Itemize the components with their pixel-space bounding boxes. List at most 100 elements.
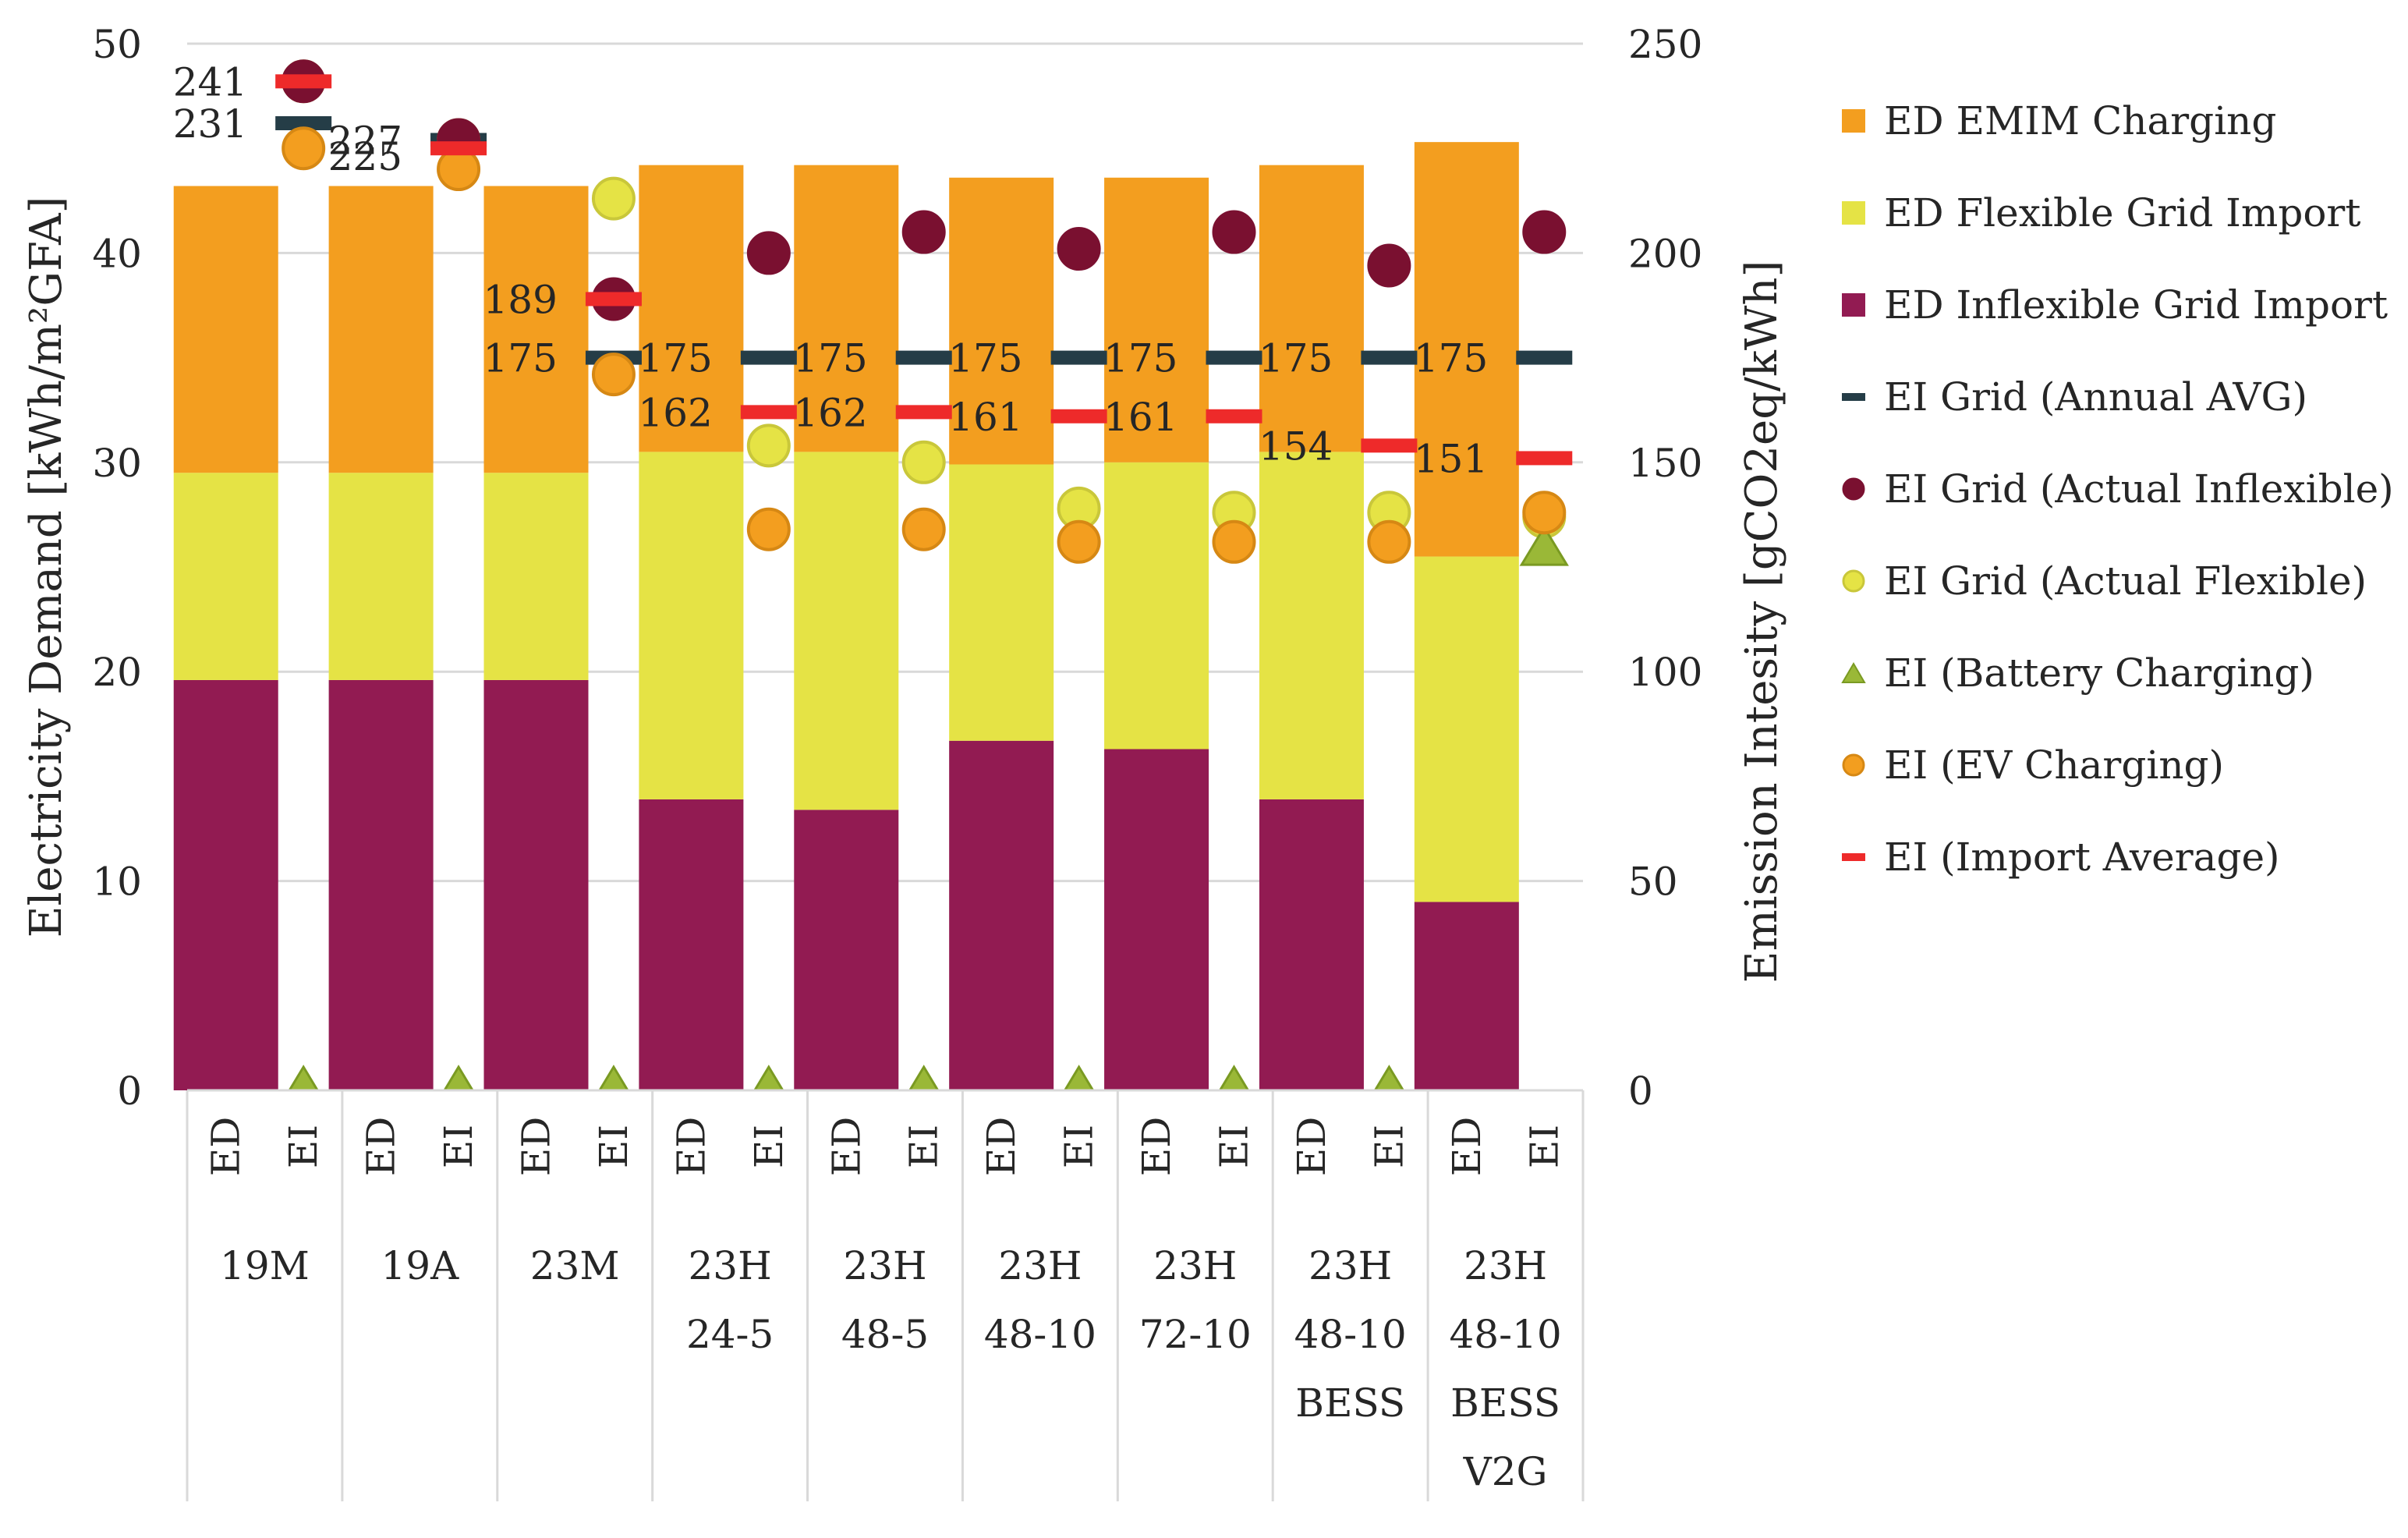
legend-label: EI (EV Charging) [1884,742,2225,788]
marker-dash [1050,409,1107,423]
bar-segment [173,186,278,473]
legend-swatch-shape [1842,393,1865,401]
bar-segment [1104,749,1209,1090]
marker-circle [901,210,946,254]
sub-category-label: EI [1057,1125,1102,1168]
legend-item-ed-inflexible-grid-import[interactable]: ED Inflexible Grid Import [1840,259,2402,351]
bar-segment [483,473,589,680]
legend-label: EI (Import Average) [1884,835,2280,880]
annual-avg-data-label: 227 [328,118,402,163]
bar-segment [794,810,899,1090]
marker-circle [591,353,636,397]
legend-swatch [1840,200,1867,226]
bar-segment [949,177,1054,465]
bar-segment [483,186,589,473]
legend-swatch-shape [1842,853,1865,861]
legend-swatch-triangle-icon [1841,662,1866,683]
group-label: 23H [843,1243,926,1288]
bar-segment [1414,556,1519,902]
bar-segment [639,165,744,452]
group-label: 23H [1464,1243,1547,1288]
bar-segment [794,165,899,452]
legend-item-ei-grid-actual-inflexible[interactable]: EI Grid (Actual Inflexible) [1840,443,2402,535]
y-tick-label: 10 [92,859,142,905]
legend-item-ei-import-average[interactable]: EI (Import Average) [1840,811,2402,903]
legend-swatch-dash-icon [1842,853,1865,861]
annual-avg-data-label: 231 [173,101,247,147]
marker-dash [1516,350,1573,365]
import-avg-data-label: 225 [328,134,402,179]
legend-label: EI Grid (Actual Inflexible) [1884,466,2394,512]
annual-avg-data-label: 175 [948,336,1022,381]
import-avg-data-label: 189 [483,277,558,322]
marker-dash [275,115,332,130]
bar-segment [173,679,278,1090]
import-avg-data-label: 162 [793,390,867,435]
legend-item-ed-flexible-grid-import[interactable]: ED Flexible Grid Import [1840,167,2402,259]
bar-segment [1414,902,1519,1090]
legend-label: EI Grid (Annual AVG) [1884,374,2307,420]
marker-circle [901,440,946,484]
marker-dash [585,292,642,307]
group-label: 72-10 [1139,1312,1252,1357]
legend-swatch-shape [1842,753,1865,777]
y-tick-label: 40 [92,231,142,276]
legend-item-ei-grid-actual-flexible[interactable]: EI Grid (Actual Flexible) [1840,535,2402,627]
legend-swatch-shape [1842,201,1865,225]
y-tick-label: 50 [92,22,142,67]
legend-item-ed-emim-charging[interactable]: ED EMIM Charging [1840,75,2402,167]
legend-swatch-shape [1842,477,1865,501]
import-avg-data-label: 151 [1414,436,1488,481]
marker-circle [282,126,326,171]
import-avg-data-label: 162 [638,390,712,435]
legend-item-ei-grid-annual-avg[interactable]: EI Grid (Annual AVG) [1840,351,2402,443]
marker-circle [1367,519,1411,564]
marker-circle [1522,491,1567,535]
y2-tick-label: 50 [1628,859,1678,905]
marker-dash [1206,409,1262,423]
marker-circle [1367,243,1411,288]
legend-swatch-circle-icon [1842,753,1865,777]
legend-swatch [1840,752,1867,778]
marker-circle [746,231,791,275]
legend-item-ei-ev-charging[interactable]: EI (EV Charging) [1840,719,2402,811]
import-avg-data-label: 241 [173,59,247,105]
marker-triangle [1372,1065,1406,1092]
legend-swatch-shape [1841,662,1866,683]
y2-tick-label: 150 [1628,441,1702,486]
annual-avg-data-label: 175 [483,336,558,381]
sub-category-label: EI [1521,1125,1567,1168]
bar-segment [1104,177,1209,462]
sub-category-label: ED [204,1117,249,1177]
sub-category-label: ED [1289,1117,1334,1177]
group-label: 48-5 [841,1312,929,1357]
sub-category-label: EI [591,1125,636,1168]
legend-item-ei-battery-charging[interactable]: EI (Battery Charging) [1840,627,2402,719]
marker-dash [895,350,952,365]
annual-avg-data-label: 175 [1259,336,1333,381]
legend-swatch [1840,292,1867,318]
bar-segment [639,452,744,799]
annual-avg-data-label: 175 [1414,336,1488,381]
group-label: BESS [1450,1380,1560,1426]
marker-dash [275,74,332,89]
sub-category-label: ED [823,1117,869,1177]
group-label: BESS [1295,1380,1405,1426]
y2-axis-title: Emission Intesity [gCO2eq/kWh] [1737,260,1787,983]
sub-category-label: EI [901,1125,947,1168]
sub-category-label: ED [359,1117,404,1177]
group-label: 24-5 [686,1312,774,1357]
marker-circle [746,423,791,468]
legend-swatch [1840,476,1867,502]
bar-segment [1259,165,1364,452]
legend-swatch-square-icon [1842,293,1865,317]
sub-category-label: ED [979,1117,1024,1177]
marker-triangle [752,1065,785,1092]
legend-swatch-shape [1842,569,1865,593]
legend-swatch-square-icon [1842,201,1865,225]
group-label: 19M [220,1243,310,1288]
group-label: 23H [1153,1243,1237,1288]
bar-segment [794,452,899,810]
